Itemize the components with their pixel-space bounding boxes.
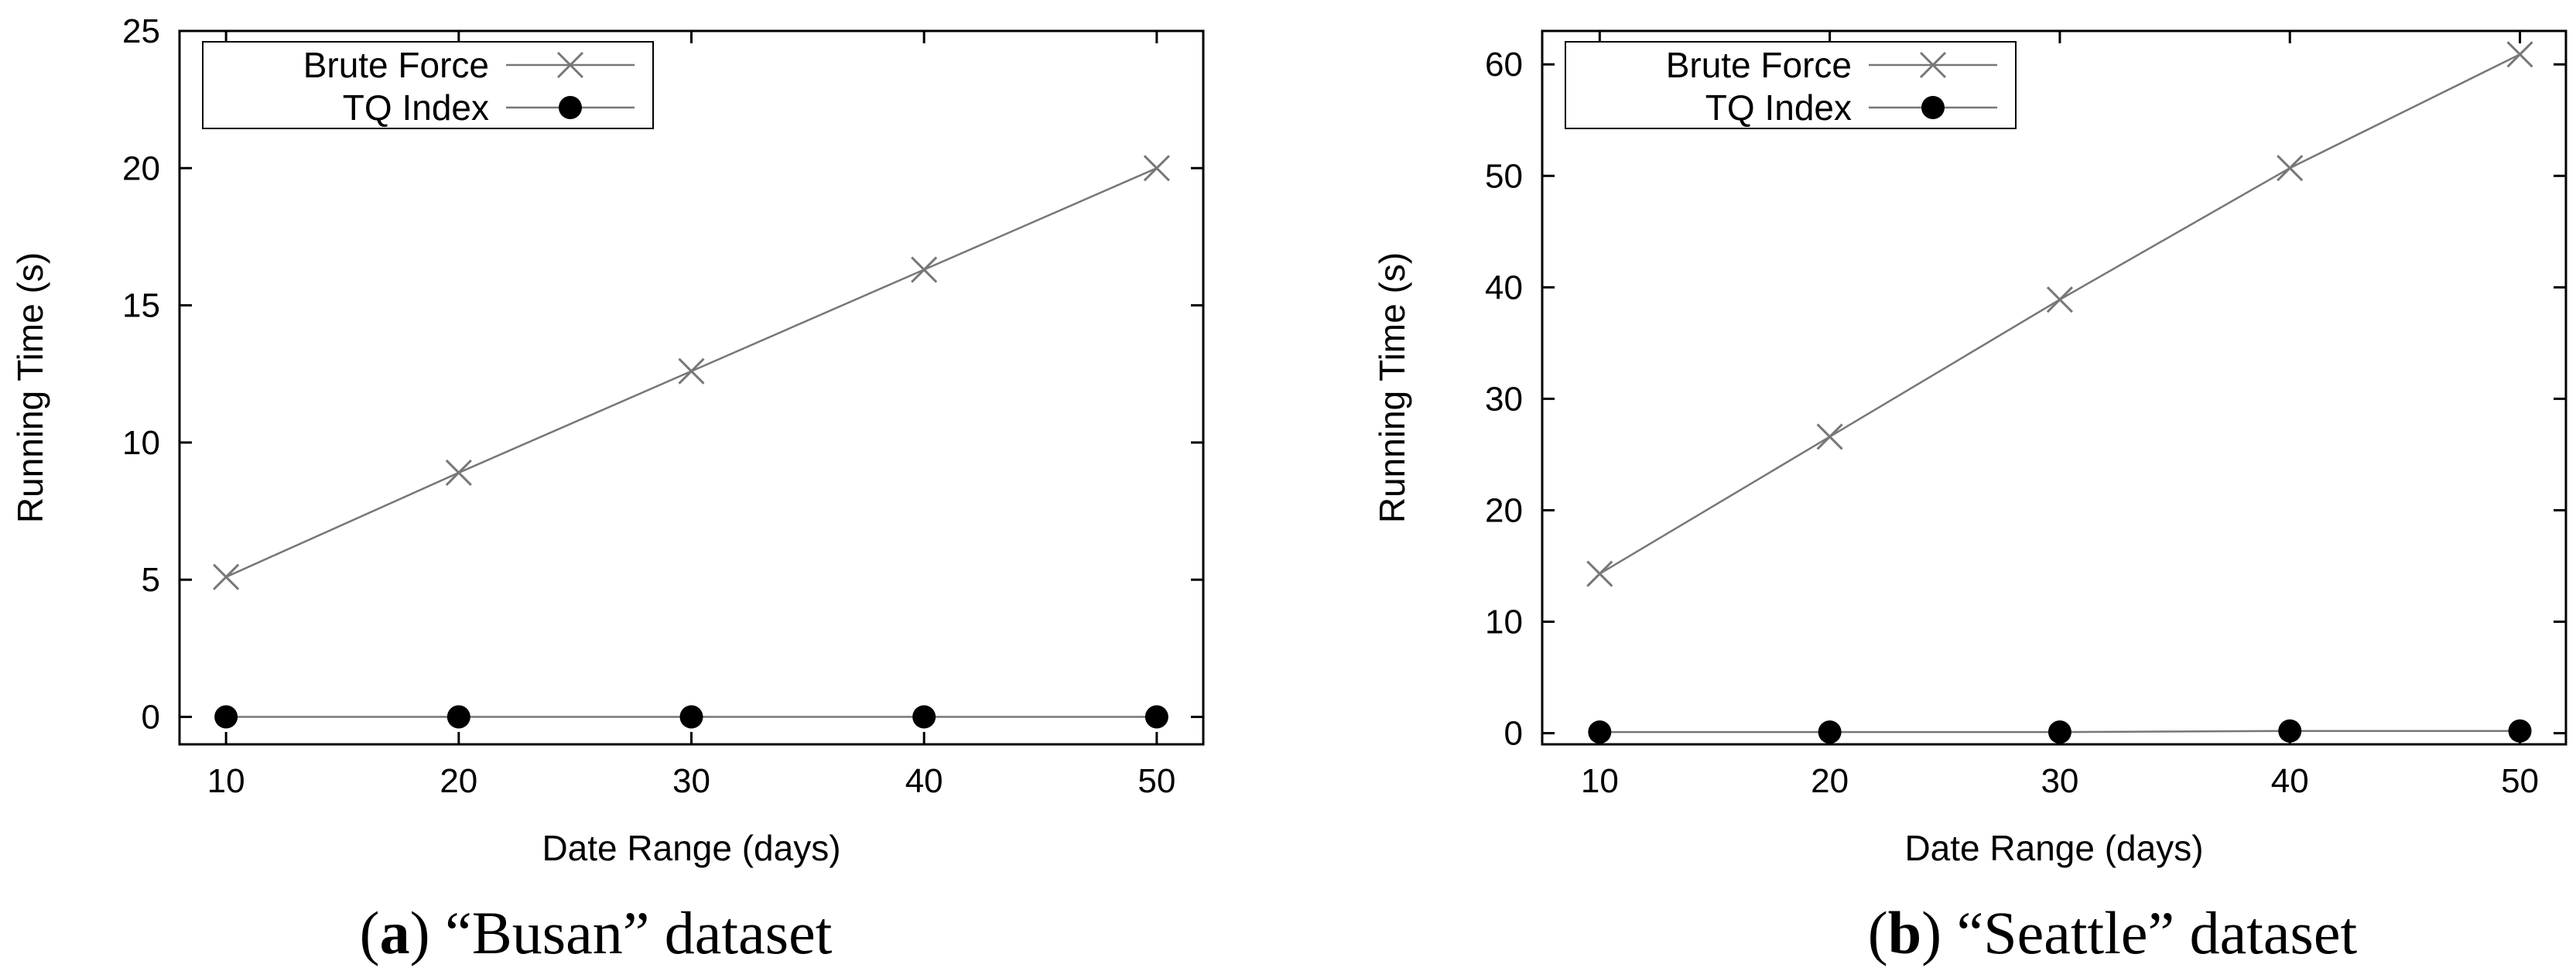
legend-marker-cross bbox=[1919, 51, 1947, 79]
panel-caption: (b) “Seattle” dataset bbox=[1868, 899, 2358, 966]
chart-panel-busan: 0 5 10 15 20 25 10 20 30 40 50 Date Range (days) Run… bbox=[10, 12, 1205, 966]
x-tick-label: 50 bbox=[1137, 762, 1175, 800]
data-point-dot bbox=[446, 705, 470, 729]
data-point-cross bbox=[2046, 286, 2073, 313]
data-point-cross bbox=[1816, 423, 1843, 450]
x-tick-label: 10 bbox=[207, 762, 245, 800]
plot-frame bbox=[178, 29, 1205, 746]
x-tick-label: 50 bbox=[2501, 762, 2539, 800]
y-tick-label: 25 bbox=[122, 12, 160, 50]
y-tick-label: 10 bbox=[122, 424, 160, 462]
data-point-dot bbox=[2278, 719, 2302, 743]
data-point-dot bbox=[1818, 720, 1842, 744]
data-point-cross bbox=[911, 256, 938, 283]
x-axis-label: Date Range (days) bbox=[1904, 828, 2203, 868]
x-tick-label: 10 bbox=[1581, 762, 1619, 800]
data-point-cross bbox=[2506, 41, 2533, 68]
legend-label: Brute Force bbox=[1666, 45, 1852, 85]
data-point-dot bbox=[214, 705, 238, 729]
y-axis-label: Running Time (s) bbox=[1372, 252, 1412, 523]
caption-text: ) “Seattle” dataset bbox=[1921, 899, 2357, 966]
y-tick-label: 20 bbox=[122, 149, 160, 187]
data-point-cross bbox=[445, 459, 472, 486]
y-tick-label: 50 bbox=[1485, 157, 1523, 195]
y-axis-label: Running Time (s) bbox=[10, 252, 50, 523]
caption-text: ) “Busan” dataset bbox=[410, 899, 833, 966]
data-point-cross bbox=[678, 357, 705, 385]
caption-paren-open: ( bbox=[1868, 899, 1888, 966]
y-tick-label: 0 bbox=[1504, 715, 1523, 753]
x-tick-label: 20 bbox=[1811, 762, 1849, 800]
legend-marker-dot bbox=[559, 96, 582, 119]
caption-letter: a bbox=[380, 899, 410, 966]
data-point-cross bbox=[2277, 155, 2304, 182]
x-tick-label: 30 bbox=[672, 762, 710, 800]
y-tick-label: 60 bbox=[1485, 46, 1523, 84]
y-tick-label: 10 bbox=[1485, 604, 1523, 641]
data-point-cross bbox=[1143, 155, 1170, 182]
chart-panel-seattle: 0 10 20 30 40 50 60 10 20 30 40 50 Date Range (days)… bbox=[1372, 29, 2567, 966]
data-point-dot bbox=[1588, 720, 1612, 744]
y-tick-label: 30 bbox=[1485, 380, 1523, 418]
x-tick-label: 30 bbox=[2041, 762, 2078, 800]
caption-letter: b bbox=[1888, 899, 1921, 966]
y-tick-label: 40 bbox=[1485, 268, 1523, 306]
legend-marker-dot bbox=[1921, 96, 1945, 119]
x-tick-label: 20 bbox=[440, 762, 477, 800]
plot-frame bbox=[1541, 29, 2567, 746]
y-tick-label: 5 bbox=[142, 561, 160, 599]
y-tick-label: 20 bbox=[1485, 491, 1523, 529]
data-point-dot bbox=[2047, 720, 2071, 744]
data-point-dot bbox=[1144, 705, 1168, 729]
panel-caption: (a) “Busan” dataset bbox=[360, 899, 833, 966]
x-tick-label: 40 bbox=[2271, 762, 2309, 800]
series-line-0 bbox=[1599, 53, 2521, 575]
legend-label: Brute Force bbox=[303, 45, 489, 85]
y-tick-label: 15 bbox=[122, 287, 160, 325]
data-point-dot bbox=[679, 705, 703, 729]
data-point-dot bbox=[2508, 719, 2532, 743]
caption-paren-open: ( bbox=[360, 899, 380, 966]
data-point-cross bbox=[213, 563, 240, 590]
legend-marker-cross bbox=[556, 51, 584, 79]
legend-label: TQ Index bbox=[343, 87, 489, 128]
x-axis-label: Date Range (days) bbox=[542, 828, 840, 868]
legend-label: TQ Index bbox=[1705, 87, 1852, 128]
data-point-dot bbox=[912, 705, 936, 729]
data-point-cross bbox=[1586, 560, 1613, 587]
y-tick-label: 0 bbox=[142, 699, 160, 737]
x-tick-label: 40 bbox=[905, 762, 943, 800]
